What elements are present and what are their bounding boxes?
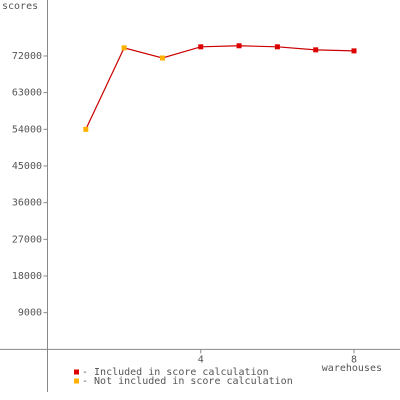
y-tick-label: 54000: [12, 124, 42, 135]
legend-swatch: [74, 378, 79, 384]
point: [236, 43, 242, 49]
legend-label: - Not included in score calculation: [82, 376, 293, 387]
point: [274, 44, 280, 50]
point: [351, 48, 357, 54]
y-tick-label: 63000: [12, 88, 42, 99]
point: [159, 55, 165, 61]
point: [83, 126, 89, 132]
legend-swatch: [74, 369, 79, 375]
y-tick-label: 36000: [12, 198, 42, 209]
x-axis-label: warehouses: [322, 363, 382, 374]
x-tick-label: 4: [198, 354, 204, 365]
point: [198, 44, 204, 50]
legend-label: - Included in score calculation: [82, 367, 269, 378]
y-tick-label: 45000: [12, 161, 42, 172]
y-tick-label: 9000: [18, 308, 42, 319]
score-line: [85, 45, 355, 130]
y-axis-label: scores: [2, 1, 38, 12]
y-tick-label: 18000: [12, 271, 42, 282]
y-tick-label: 72000: [12, 51, 42, 62]
x-tick-label: 8: [351, 354, 357, 365]
point: [313, 47, 319, 53]
point: [121, 45, 127, 51]
y-tick-label: 27000: [12, 234, 42, 245]
